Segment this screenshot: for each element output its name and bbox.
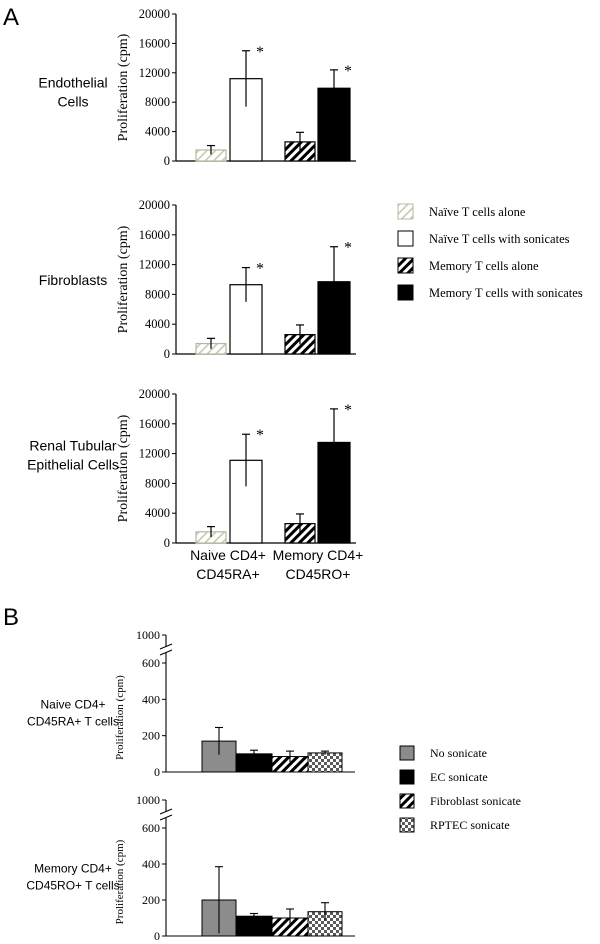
- significance-mark: *: [344, 63, 352, 80]
- row-label: Renal Tubular Epithelial Cells: [27, 438, 119, 473]
- row-label: Endothelial Cells: [38, 75, 107, 110]
- legends: Naïve T cells alone Naïve T cells with so…: [397, 203, 583, 833]
- y-axis-label: Proliferation (cpm): [114, 675, 126, 760]
- legend-label: Naïve T cells alone: [429, 205, 526, 219]
- y-tick-label: 400: [142, 857, 160, 871]
- bar: [235, 915, 273, 937]
- axis-break-mark: [159, 814, 173, 821]
- significance-mark: *: [256, 44, 264, 61]
- significance-mark: *: [344, 402, 352, 419]
- significance-mark: *: [256, 261, 264, 278]
- chart-a1: Endothelial Cells Proliferation (cpm) 0 4000…: [38, 7, 356, 168]
- legend-swatch: [397, 257, 414, 274]
- row-label: Naive CD4+ CD45RA+ T cells: [27, 698, 119, 729]
- y-tick-label: 0: [154, 765, 160, 779]
- y-tick-label: 600: [142, 656, 160, 670]
- y-tick-label: 8000: [145, 476, 170, 490]
- legend-swatch: [399, 745, 415, 761]
- x-group-label: Memory CD4+ CD45RO+: [273, 547, 364, 582]
- y-tick-label: 8000: [145, 287, 170, 301]
- y-tick-label: 16000: [139, 228, 170, 242]
- bar: [307, 752, 343, 773]
- legend-label: Memory T cells alone: [429, 259, 539, 273]
- row-label: Memory CD4+ CD45RO+ T cells: [26, 862, 119, 893]
- significance-mark: *: [344, 240, 352, 257]
- y-tick-label: 20000: [139, 198, 170, 212]
- legend-swatch: [397, 284, 414, 301]
- legend-swatch: [397, 203, 414, 220]
- significance-mark: *: [256, 427, 264, 444]
- axis-break-mark: [159, 649, 173, 656]
- y-axis-label: Proliferation (cpm): [116, 225, 131, 333]
- y-tick-label: 400: [142, 692, 160, 706]
- chart-a3: Renal Tubular Epithelial CellsProliferati…: [27, 387, 363, 582]
- y-tick-label: 4000: [145, 506, 170, 520]
- legend-label: Memory T cells with sonicates: [429, 286, 583, 300]
- y-tick-label: 8000: [145, 95, 170, 109]
- axis-break-mark: [159, 643, 173, 650]
- y-tick-label: 16000: [139, 417, 170, 431]
- y-axis-label: Proliferation (cpm): [116, 33, 131, 141]
- row-label: Fibroblasts: [39, 272, 107, 288]
- legend-a: Naïve T cells alone Naïve T cells with so…: [397, 203, 583, 301]
- y-axis-label: Proliferation (cpm): [114, 839, 126, 924]
- panel-label-b: B: [3, 604, 19, 631]
- y-tick-label: 0: [164, 347, 170, 361]
- panel-label-a: A: [3, 4, 19, 31]
- y-tick-label: 16000: [139, 36, 170, 50]
- y-tick-label: 600: [142, 821, 160, 835]
- y-tick-label: 20000: [139, 7, 170, 21]
- y-tick-label: 1000: [136, 628, 160, 642]
- x-group-label: Naive CD4+ CD45RA+: [190, 547, 266, 582]
- y-tick-label: 12000: [139, 66, 170, 80]
- y-tick-label: 200: [142, 893, 160, 907]
- y-tick-label: 4000: [145, 125, 170, 139]
- legend-b: No sonicate EC sonicate Fibroblast sonicat…: [399, 745, 521, 833]
- y-axis-label: Proliferation (cpm): [116, 414, 131, 522]
- y-tick-label: 4000: [145, 317, 170, 331]
- charts: Endothelial Cells Proliferation (cpm)04000…: [26, 7, 363, 943]
- legend-swatch: [397, 230, 414, 247]
- legend-label: No sonicate: [430, 746, 487, 760]
- legend-swatch: [399, 793, 415, 809]
- legend-label: EC sonicate: [430, 770, 488, 784]
- legend-swatch: [399, 769, 415, 785]
- y-tick-label: 12000: [139, 447, 170, 461]
- y-tick-label: 1000: [136, 793, 160, 807]
- chart-a2: Fibroblasts Proliferation (cpm) 0 4000 8000 1…: [39, 198, 356, 361]
- y-tick-label: 0: [154, 929, 160, 943]
- legend-label: Naïve T cells with sonicates: [429, 232, 570, 246]
- axis-break-mark: [159, 808, 173, 815]
- y-tick-label: 0: [164, 536, 170, 550]
- legend-swatch: [399, 817, 415, 833]
- y-tick-label: 0: [164, 154, 170, 168]
- legend-label: Fibroblast sonicate: [430, 794, 521, 808]
- y-tick-label: 20000: [139, 387, 170, 401]
- y-tick-label: 12000: [139, 258, 170, 272]
- legend-label: RPTEC sonicate: [430, 818, 510, 832]
- chart-b2: Memory CD4+ CD45RO+ T cellsProliferation …: [26, 793, 355, 943]
- y-tick-label: 200: [142, 729, 160, 743]
